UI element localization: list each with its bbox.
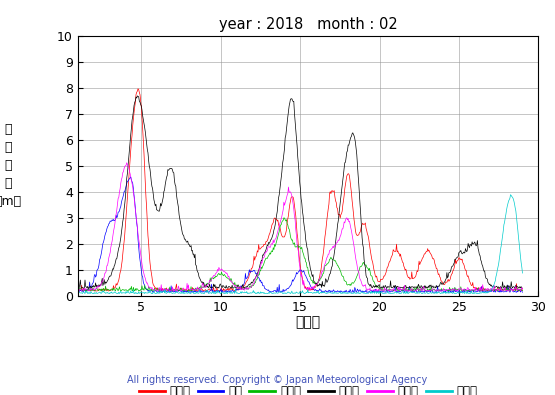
Title: year : 2018   month : 02: year : 2018 month : 02 [219, 17, 397, 32]
Y-axis label: 有
義
波
高
（m）: 有 義 波 高 （m） [0, 123, 22, 209]
Legend: 上ノ国, 唐桑, 石廊崎, 経ヶ崎, 生月島, 屋久島: 上ノ国, 唐桑, 石廊崎, 経ヶ崎, 生月島, 屋久島 [134, 380, 482, 395]
Text: All rights reserved. Copyright © Japan Meteorological Agency: All rights reserved. Copyright © Japan M… [128, 375, 427, 385]
X-axis label: （日）: （日） [295, 316, 321, 329]
